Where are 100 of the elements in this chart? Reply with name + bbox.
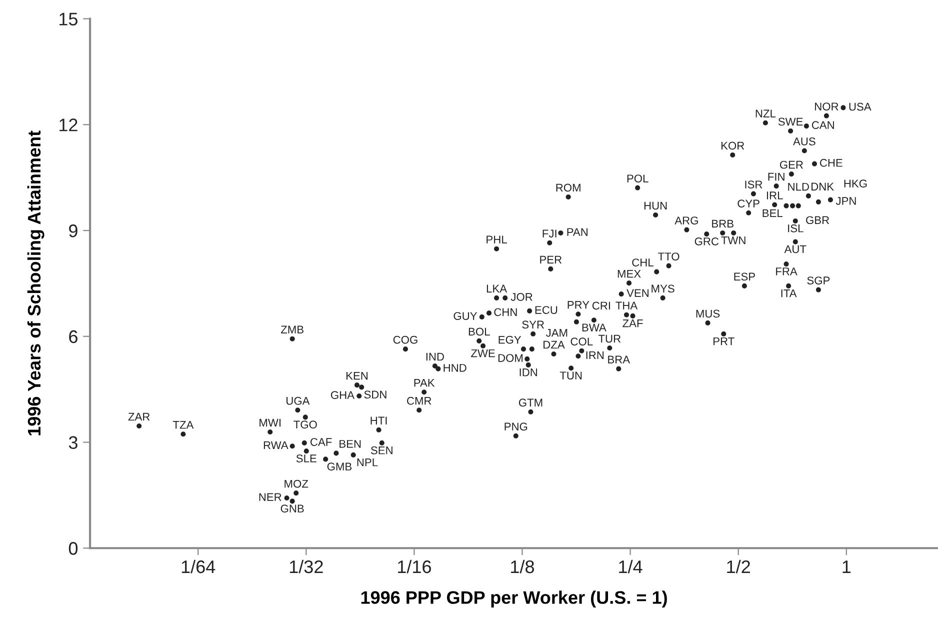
data-label: PAN [567, 228, 588, 236]
data-label: CHN [494, 308, 517, 316]
data-label: JAM [546, 329, 568, 337]
data-label: SYR [522, 320, 544, 329]
data-label: PNG [504, 422, 528, 431]
x-tick-label: 1/2 [727, 560, 750, 574]
y-tick-label: 6 [69, 330, 78, 344]
data-label: GMB [327, 462, 352, 471]
data-label: TZA [172, 421, 194, 429]
data-label: IDN [520, 368, 538, 376]
data-label: TTO [658, 252, 680, 260]
data-label: POL [627, 174, 648, 182]
data-label: KOR [721, 142, 744, 150]
data-label: IND [426, 352, 444, 361]
data-label: USA [849, 102, 872, 111]
data-label: ZAR [128, 412, 150, 421]
y-tick-label: 0 [68, 542, 78, 555]
data-label: ITA [781, 289, 797, 298]
data-label: NZL [756, 110, 776, 118]
data-label: TUR [598, 334, 621, 343]
data-label: CHL [632, 258, 654, 266]
data-label: MEX [618, 270, 641, 278]
x-tick-label: 1 [842, 560, 851, 574]
x-tick-label: 1/8 [511, 560, 534, 574]
data-label: GTM [518, 398, 542, 407]
x-tick-label: 1/32 [290, 560, 323, 574]
data-label: GER [780, 160, 803, 169]
data-label: COG [393, 336, 418, 344]
data-label: ECU [535, 306, 558, 314]
data-label: DNK [812, 182, 834, 190]
data-label: PER [540, 256, 562, 264]
data-label: ISL [788, 224, 804, 232]
data-label: KEN [346, 372, 368, 380]
y-tick-label: 12 [60, 118, 78, 132]
data-label: NPL [357, 458, 378, 466]
data-label: IRN [586, 351, 604, 360]
x-axis-title: 1996 PPP GDP per Worker (U.S. = 1) [361, 590, 667, 608]
data-label: BRB [712, 220, 734, 228]
data-label: GHA [330, 391, 354, 399]
data-label: TWN [721, 236, 746, 244]
data-label: PRT [714, 337, 734, 346]
data-label: SLE [296, 454, 316, 462]
data-label: THA [616, 302, 638, 310]
data-label: GBR [806, 216, 830, 224]
data-label: MOZ [284, 480, 308, 488]
y-axis-title: 1996 Years of Schooling Attainment [27, 130, 44, 436]
data-label: ESP [734, 272, 755, 281]
data-label: CHE [820, 158, 842, 167]
data-label: JOR [510, 293, 532, 301]
data-label: PAK [414, 379, 435, 387]
data-label: BRA [608, 356, 630, 364]
data-label: DOM [498, 354, 523, 362]
data-label: HTI [370, 416, 387, 424]
data-label: AUT [784, 245, 806, 254]
data-label: NER [259, 493, 282, 501]
data-label: GRC [694, 237, 719, 246]
data-label: CAN [812, 121, 834, 130]
data-label: NLD [788, 182, 809, 191]
data-label: JPN [836, 197, 856, 205]
data-label: ROM [556, 184, 580, 192]
data-label: SWE [778, 118, 803, 126]
data-label: UGA [286, 396, 310, 405]
data-label: MYS [652, 284, 674, 293]
data-label: ZAF [622, 319, 643, 328]
data-label: ARG [674, 216, 698, 224]
data-label: PHL [486, 236, 507, 244]
data-label: CAF [310, 438, 332, 446]
x-tick-label: 1/4 [619, 560, 642, 574]
data-label: GNB [280, 504, 304, 513]
x-tick-label: 1/16 [398, 560, 431, 574]
data-label: LKA [486, 284, 508, 292]
data-label: NOR [815, 102, 838, 110]
x-tick-label: 1/64 [182, 560, 216, 574]
y-tick-label: 3 [68, 436, 78, 449]
data-label: EGY [498, 336, 522, 344]
data-label: GUY [454, 312, 478, 320]
data-label: SEN [370, 446, 392, 454]
data-label: CYP [738, 200, 760, 208]
data-label: IRL [766, 192, 783, 200]
data-label: AUS [793, 138, 816, 146]
data-label: DZA [544, 340, 565, 349]
data-label: SGP [807, 276, 830, 284]
data-label: BOL [468, 328, 490, 336]
data-label: FJI [542, 230, 556, 238]
data-label: CRI [592, 302, 610, 310]
data-label: SDN [364, 390, 386, 399]
data-label: BWA [582, 324, 606, 332]
data-label: PRY [568, 301, 590, 309]
y-tick-label: 9 [69, 224, 78, 238]
data-label: TGO [294, 420, 317, 429]
data-label: ZWE [471, 349, 495, 358]
data-label: ZMB [280, 326, 304, 334]
data-label: FIN [768, 172, 784, 181]
data-label: TUN [560, 372, 582, 380]
data-label: MUS [696, 310, 720, 318]
data-label: MWI [260, 418, 280, 427]
data-label: RWA [264, 441, 288, 450]
data-label: BEN [340, 440, 361, 448]
data-label: COL [570, 338, 593, 346]
data-label: ISR [745, 180, 762, 188]
